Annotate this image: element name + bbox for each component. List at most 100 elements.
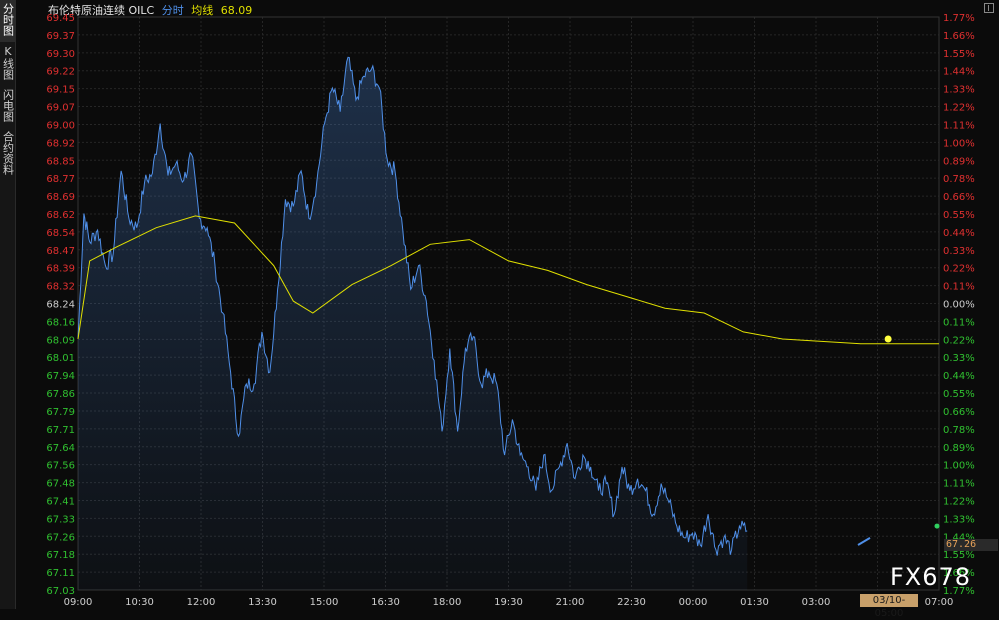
price-cursor-mark: [857, 537, 871, 546]
x-tick-label: 01:30: [740, 597, 769, 608]
x-tick-label: 15:00: [310, 597, 339, 608]
x-tick-label: 07:00: [925, 597, 954, 608]
tab-contract-label: 合约资料: [1, 131, 15, 175]
y-tick-label: 67.94: [46, 371, 75, 382]
avg-value: 68.09: [220, 4, 253, 17]
pct-tick-label: 0.55%: [943, 210, 975, 221]
side-tabbar: 分时图 K线图 闪电图 合约资料: [0, 0, 16, 609]
pct-tick-label: 1.66%: [943, 31, 975, 42]
y-tick-label: 68.77: [46, 174, 75, 185]
tab-timeshare-label: 分时图: [1, 3, 15, 36]
y-tick-label: 69.00: [46, 120, 75, 131]
x-tick-label: 00:00: [679, 597, 708, 608]
avg-label: 均线: [191, 4, 214, 17]
tab-contract-info[interactable]: 合约资料: [0, 128, 15, 181]
y-tick-label: 67.18: [46, 550, 75, 561]
y-tick-label: 68.54: [46, 228, 75, 239]
y-tick-label: 67.41: [46, 496, 75, 507]
exit-fullscreen-icon[interactable]: [984, 3, 994, 13]
y-tick-label: 67.64: [46, 443, 75, 454]
pct-tick-label: 0.55%: [943, 389, 975, 400]
x-tick-label: 21:00: [556, 597, 585, 608]
pct-tick-label: 1.00%: [943, 138, 975, 149]
tab-lightning-label: 闪电图: [1, 89, 15, 122]
tab-lightning[interactable]: 闪电图: [0, 86, 15, 128]
x-tick-label: 10:30: [125, 597, 154, 608]
y-tick-label: 68.01: [46, 353, 75, 364]
pct-tick-label: 0.44%: [943, 371, 975, 382]
pct-tick-label: 0.44%: [943, 228, 975, 239]
x-tick-label: 16:30: [371, 597, 400, 608]
series-line-avg: [77, 215, 939, 345]
pct-tick-label: 1.11%: [943, 120, 975, 131]
pct-tick-label: 0.66%: [943, 192, 975, 203]
current-price-tag: 67.26: [944, 539, 998, 551]
y-tick-label: 67.48: [46, 479, 75, 490]
tab-kline[interactable]: K线图: [0, 42, 15, 86]
pct-tick-label: 1.55%: [943, 49, 975, 60]
pct-tick-label: 1.33%: [943, 514, 975, 525]
y-tick-label: 67.03: [46, 586, 75, 597]
pct-tick-label: 0.33%: [943, 353, 975, 364]
y-tick-label: 68.39: [46, 264, 75, 275]
x-tick-label: 22:30: [617, 597, 646, 608]
y-tick-label: 67.71: [46, 425, 75, 436]
y-tick-label: 68.16: [46, 317, 75, 328]
instrument-title: 布伦特原油连续 OILC: [48, 4, 155, 17]
pct-tick-label: 1.22%: [943, 496, 975, 507]
pct-tick-label: 1.77%: [943, 586, 975, 597]
pct-tick-label: 1.44%: [943, 532, 975, 543]
y-tick-label: 68.92: [46, 138, 75, 149]
y-tick-label: 69.37: [46, 31, 75, 42]
y-tick-label: 69.45: [46, 13, 75, 24]
chart-header: 布伦特原油连续 OILC 分时 均线 68.09: [48, 2, 256, 18]
pct-tick-label: 0.22%: [943, 264, 975, 275]
y-tick-label: 68.69: [46, 192, 75, 203]
avg-current-dot: [884, 335, 892, 343]
y-tick-label: 68.32: [46, 282, 75, 293]
pct-tick-label: 0.33%: [943, 246, 975, 257]
y-tick-label: 69.07: [46, 103, 75, 114]
pct-tick-label: 1.22%: [943, 103, 975, 114]
y-tick-label: 67.33: [46, 514, 75, 525]
y-tick-label: 67.79: [46, 407, 75, 418]
pct-tick-label: 1.44%: [943, 67, 975, 78]
x-tick-label: 09:00: [64, 597, 93, 608]
pct-tick-label: 1.11%: [943, 479, 975, 490]
mode-label: 分时: [161, 4, 184, 17]
x-tick-label: 19:30: [494, 597, 523, 608]
y-tick-label: 68.62: [46, 210, 75, 221]
x-tick-label: 18:00: [433, 597, 462, 608]
pct-tick-label: 0.78%: [943, 174, 975, 185]
x-tick-label: 12:00: [187, 597, 216, 608]
pct-tick-label: 0.89%: [943, 443, 975, 454]
y-tick-label: 67.56: [46, 461, 75, 472]
pct-tick-label: 0.66%: [943, 407, 975, 418]
tab-timeshare[interactable]: 分时图: [0, 0, 15, 42]
pct-tick-label: 0.78%: [943, 425, 975, 436]
price-end-dot: [934, 523, 940, 529]
x-tick-label: 13:30: [248, 597, 277, 608]
pct-tick-label: 0.89%: [943, 156, 975, 167]
y-tick-label: 67.11: [46, 568, 75, 579]
crosshair-time-tag: 03/10-05:00: [860, 594, 918, 619]
pct-tick-label: 0.11%: [943, 282, 975, 293]
watermark-logo: FX678: [890, 563, 972, 591]
y-tick-label: 69.15: [46, 85, 75, 96]
pct-tick-label: 1.33%: [943, 85, 975, 96]
pct-tick-label: 0.22%: [943, 335, 975, 346]
y-tick-label: 67.26: [46, 532, 75, 543]
y-tick-label: 68.47: [46, 246, 75, 257]
pct-tick-label: 1.55%: [943, 550, 975, 561]
pct-tick-label: 1.77%: [943, 13, 975, 24]
y-tick-label: 69.30: [46, 49, 75, 60]
pct-tick-label: 1.66%: [943, 568, 975, 579]
pct-tick-label: 0.11%: [943, 317, 975, 328]
x-tick-label: 03:00: [802, 597, 831, 608]
pct-tick-label: 1.00%: [943, 461, 975, 472]
tab-kline-label: K线图: [1, 45, 15, 80]
series-line-price: [77, 56, 748, 556]
y-tick-label: 68.85: [46, 156, 75, 167]
y-tick-label: 68.09: [46, 335, 75, 346]
